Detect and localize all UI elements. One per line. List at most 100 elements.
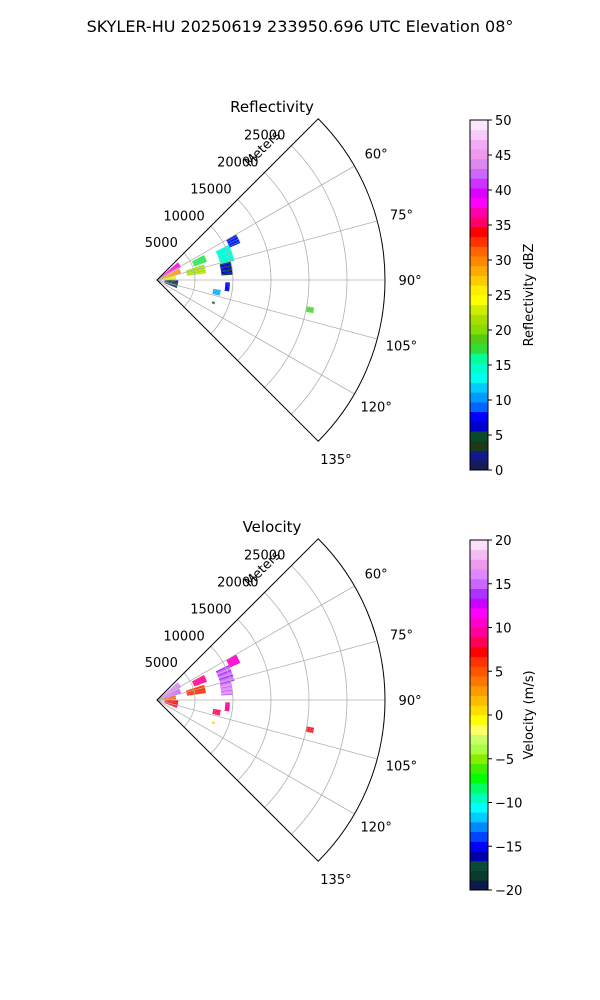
echo-cell — [213, 708, 221, 711]
azimuth-gridline — [156, 165, 355, 281]
echo-cell — [229, 242, 241, 248]
azimuth-tick-label: 75° — [390, 208, 413, 223]
echo-cell — [228, 238, 239, 245]
echo-cell — [225, 284, 230, 286]
radial-tick-label: 5000 — [145, 656, 178, 671]
colorbar-segment — [470, 792, 488, 803]
echo-cell — [224, 706, 230, 708]
echo-cell — [305, 730, 314, 733]
echo-cell — [225, 704, 230, 706]
echo-cell — [219, 681, 232, 686]
echo-cell — [159, 697, 176, 700]
echo-cell — [219, 682, 232, 687]
radial-tick-label: 25000 — [244, 129, 285, 144]
radial-tick-label: 20000 — [217, 576, 258, 591]
colorbar-segment — [470, 207, 488, 218]
colorbar-tick-label: 0 — [495, 464, 503, 479]
echo-cell — [220, 268, 233, 272]
echo-cell — [187, 272, 206, 276]
colorbar-tick-label: 45 — [495, 149, 512, 164]
colorbar-segment — [470, 421, 488, 432]
echo-cell — [228, 659, 240, 666]
azimuth-tick-label: 120° — [361, 821, 392, 836]
colorbar-segment — [470, 120, 488, 131]
azimuth-gridline — [156, 279, 355, 395]
echo-cell — [306, 307, 314, 310]
echo-cell — [305, 311, 314, 314]
echo-cell — [211, 302, 215, 305]
colorbar-segment — [470, 588, 488, 599]
echo-cell — [225, 703, 230, 705]
colorbar-segment — [470, 139, 488, 150]
colorbar-segment — [470, 802, 488, 813]
echo-cell — [224, 709, 230, 711]
echo-cell — [185, 684, 205, 692]
echo-cell — [192, 677, 206, 684]
echo-cell — [193, 260, 207, 266]
sector-frame — [156, 538, 386, 862]
echo-cell — [192, 255, 205, 263]
echo-cell — [193, 679, 207, 685]
radial-tick-label: 25000 — [244, 549, 285, 564]
echo-cell — [228, 240, 240, 247]
echo-cell — [306, 309, 314, 311]
echo-cell — [226, 655, 237, 662]
echo-cell — [219, 262, 232, 267]
echo-cell — [185, 264, 205, 272]
echo-cell — [212, 712, 221, 715]
azimuth-tick-label: 105° — [386, 760, 417, 775]
echo-cell — [212, 710, 221, 713]
echo-cell — [158, 682, 179, 699]
echo-cell — [186, 688, 206, 694]
echo-cell — [159, 691, 181, 700]
colorbar-tick-label: 15 — [495, 578, 512, 593]
echo-cell — [164, 280, 179, 284]
echo-cell — [158, 263, 180, 279]
radial-tick-label: 5000 — [145, 236, 178, 251]
echo-cell — [159, 269, 180, 280]
colorbar-segment — [470, 676, 488, 687]
echo-cell — [228, 660, 240, 667]
echo-cell — [306, 728, 314, 731]
echo-cell — [213, 289, 221, 292]
echo-cell — [220, 266, 233, 270]
echo-cell — [164, 280, 179, 282]
echo-cell — [305, 310, 314, 313]
colorbar-segment — [470, 870, 488, 881]
colorbar-segment — [470, 333, 488, 345]
echo-cell — [224, 708, 230, 710]
echo-cell — [164, 282, 178, 288]
echo-cell — [306, 309, 314, 312]
echo-cell — [159, 689, 181, 700]
echo-cell — [159, 270, 181, 280]
radial-tick-label: 10000 — [163, 209, 204, 224]
echo-cell — [211, 722, 215, 724]
echo-cell — [186, 691, 206, 696]
echo-cell — [224, 288, 230, 290]
echo-cell — [186, 689, 206, 695]
azimuth-gridline — [156, 220, 378, 281]
colorbar-tick-label: 15 — [495, 359, 512, 374]
colorbar-segment — [470, 860, 488, 871]
colorbar-segment — [470, 382, 488, 393]
echo-cell — [164, 702, 178, 708]
colorbar-segment — [470, 168, 488, 179]
echo-cell — [227, 237, 239, 244]
colorbar-segment — [470, 627, 488, 638]
echo-cell — [212, 301, 215, 304]
echo-cell — [213, 709, 221, 712]
colorbar-segment — [470, 226, 488, 238]
azimuth-gridline — [156, 279, 378, 340]
echo-cell — [212, 290, 221, 293]
colorbar-segment — [470, 295, 488, 306]
echo-cell — [228, 658, 239, 665]
colorbar-segment — [470, 392, 488, 403]
colorbar-segment — [470, 656, 488, 667]
echo-cell — [211, 722, 215, 724]
echo-cell — [186, 685, 205, 692]
echo-cell — [306, 307, 314, 310]
echo-cell — [193, 678, 206, 685]
colorbar-segment — [470, 608, 488, 619]
echo-cell — [220, 684, 232, 688]
colorbar-segment — [470, 715, 488, 726]
